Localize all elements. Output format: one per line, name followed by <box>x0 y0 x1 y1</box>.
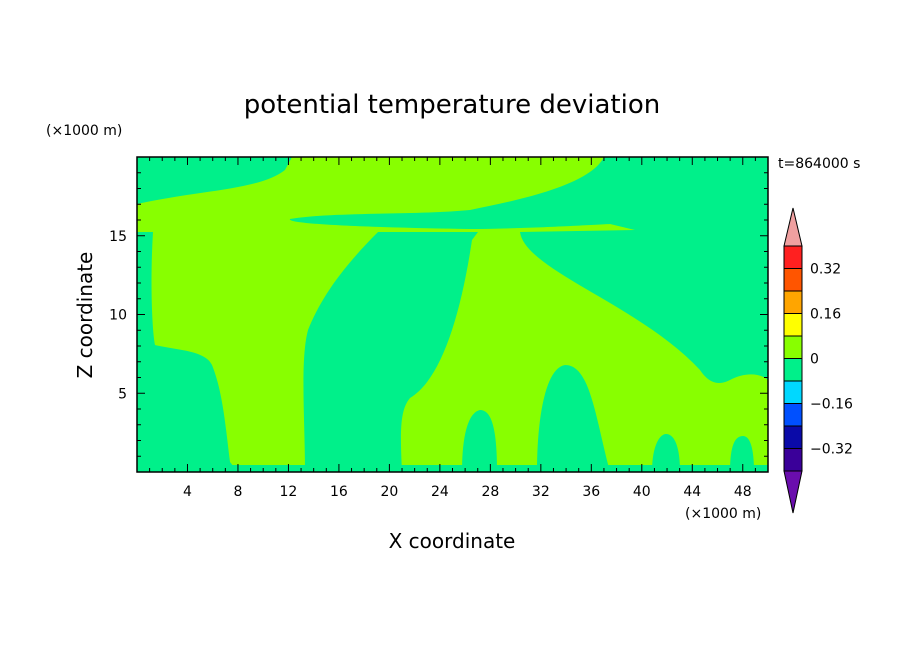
y-tick-label: 15 <box>109 229 127 245</box>
contour-bump-42 <box>652 434 680 472</box>
colorbar: 0.32 0.16 0 −0.16 −0.32 <box>783 207 853 514</box>
contour-bump-47 <box>730 436 754 472</box>
x-tick-label: 36 <box>582 484 600 500</box>
colorbar-box <box>783 245 803 269</box>
colorbar-box <box>783 290 803 314</box>
x-tick-label: 16 <box>330 484 348 500</box>
colorbar-tick-label: 0.32 <box>810 262 841 278</box>
x-tick-label: 44 <box>683 484 701 500</box>
colorbar-tick-label: 0.16 <box>810 307 841 323</box>
colorbar-box <box>783 358 803 382</box>
time-label: t=864000 s <box>778 156 860 172</box>
x-tick-label: 8 <box>233 484 242 500</box>
colorbar-tick-label: 0 <box>810 352 819 368</box>
colorbar-tick-label: −0.16 <box>810 397 853 413</box>
contour-bump-28 <box>462 410 497 472</box>
y-axis-ticks: 5 10 15 <box>109 172 768 457</box>
colorbar-upper-extension <box>783 207 803 247</box>
x-tick-label: 48 <box>734 484 752 500</box>
colorbar-box <box>783 380 803 404</box>
x-axis-ticks: 4 8 12 16 20 24 28 32 36 40 44 48 <box>149 157 756 500</box>
colorbar-box <box>783 313 803 337</box>
chart-title: potential temperature deviation <box>244 90 660 120</box>
y-tick-label: 10 <box>109 308 127 324</box>
y-tick-label: 5 <box>118 386 127 402</box>
colorbar-box <box>783 403 803 427</box>
colorbar-box <box>783 448 803 472</box>
colorbar-box <box>783 425 803 449</box>
y-unit-label: (×1000 m) <box>46 123 122 139</box>
x-axis-title: X coordinate <box>389 529 516 553</box>
x-tick-label: 12 <box>280 484 298 500</box>
colorbar-box <box>783 268 803 292</box>
colorbar-lower-extension <box>783 470 803 514</box>
x-tick-label: 28 <box>481 484 499 500</box>
contour-region-upper <box>137 157 768 383</box>
contour-bump-34 <box>537 365 610 472</box>
contour-region-left <box>137 232 238 472</box>
x-tick-label: 4 <box>183 484 192 500</box>
colorbar-box <box>783 335 803 359</box>
x-unit-label: (×1000 m) <box>685 506 761 522</box>
contour-region-mid <box>303 232 478 472</box>
colorbar-tick-label: −0.32 <box>810 442 853 458</box>
x-tick-label: 32 <box>532 484 550 500</box>
x-tick-label: 40 <box>633 484 651 500</box>
x-tick-label: 24 <box>431 484 449 500</box>
y-axis-title: Z coordinate <box>73 252 97 379</box>
x-tick-label: 20 <box>380 484 398 500</box>
